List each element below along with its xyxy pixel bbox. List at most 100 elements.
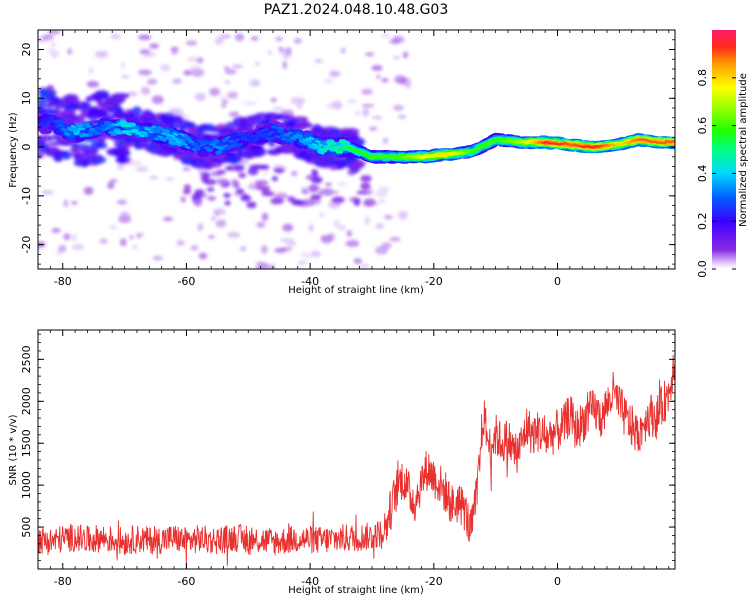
ridge-segment [309, 136, 315, 141]
noise-blob [139, 49, 151, 55]
cloud-blob [247, 167, 259, 176]
ridge-segment [188, 139, 194, 144]
cloud-blob [66, 94, 80, 105]
noise-blob [211, 217, 216, 221]
ridge-segment [244, 137, 250, 142]
cloud-blob [191, 194, 202, 200]
noise-blob [83, 186, 94, 196]
x-tick-label: -60 [177, 575, 195, 588]
noise-blob [41, 190, 54, 195]
y-tick-label: -10 [20, 187, 33, 205]
ridge-segment [169, 134, 176, 138]
cloud-blob [232, 164, 245, 172]
noise-blob [375, 246, 389, 255]
x-tick-label: -40 [301, 575, 319, 588]
cloud-blob [261, 191, 275, 197]
ridge-segment [293, 135, 299, 139]
noise-blob [255, 61, 260, 66]
noise-blob [129, 234, 134, 240]
noise-blob [338, 225, 346, 231]
noise-blob [197, 223, 204, 232]
snr-y-label: SNR (10 * v/v) [8, 414, 19, 485]
x-tick-label: -80 [54, 275, 72, 288]
noise-blob [346, 239, 360, 248]
ridge-segment [168, 140, 177, 146]
x-tick-label: 0 [554, 575, 561, 588]
ridge-segment [312, 142, 318, 147]
cloud-blob [39, 90, 55, 99]
noise-blob [172, 78, 182, 84]
ridge-segment [222, 144, 228, 148]
noise-blob [353, 258, 362, 264]
cloud-blob [87, 154, 104, 159]
noise-blob [56, 250, 62, 256]
noise-blob [71, 233, 77, 242]
cloud-blob [69, 147, 86, 152]
noise-blob [138, 34, 152, 41]
ridge-segment [277, 129, 285, 134]
ridge-segment [54, 123, 62, 129]
noise-blob [194, 92, 206, 102]
noise-blob [63, 233, 71, 241]
cloud-blob [247, 115, 261, 121]
noise-blob [346, 230, 352, 238]
noise-blob [58, 245, 67, 253]
cloud-blob [95, 91, 104, 102]
cloud-blob [291, 199, 305, 206]
noise-blob [214, 36, 224, 46]
noise-blob [166, 177, 174, 181]
noise-blob [109, 179, 119, 183]
noise-blob [47, 48, 55, 52]
noise-blob [381, 33, 390, 39]
ridge-segment [237, 142, 244, 146]
cloud-blob [224, 200, 231, 206]
cloud-blob [201, 164, 209, 170]
noise-blob [116, 162, 125, 171]
noise-blob [183, 70, 193, 76]
cloud-blob [311, 126, 326, 134]
noise-blob [227, 91, 239, 99]
ridge-segment [70, 124, 77, 129]
noise-blob [138, 69, 152, 76]
cloud-blob [345, 127, 360, 137]
noise-blob [293, 37, 302, 44]
noise-blob [364, 216, 371, 225]
noise-blob [268, 263, 276, 269]
ridge-segment [219, 146, 225, 151]
noise-blob [405, 84, 412, 89]
ridge-segment [228, 139, 234, 143]
cloud-blob [311, 169, 318, 175]
cloud-blob [38, 104, 46, 110]
noise-blob [320, 235, 325, 242]
noise-blob [329, 70, 341, 77]
noise-blob [116, 199, 127, 205]
ridge-segment [271, 125, 278, 129]
ridge-segment [182, 142, 188, 146]
cloud-blob [293, 122, 308, 131]
noise-blob [325, 182, 333, 187]
cloud-blob [240, 194, 252, 202]
noise-blob [361, 88, 373, 95]
noise-blob [234, 33, 245, 42]
cloud-blob [310, 176, 323, 184]
noise-blob [262, 171, 268, 176]
noise-blob [191, 68, 205, 77]
cloud-blob [301, 188, 309, 194]
noise-blob [171, 51, 178, 55]
noise-blob [274, 248, 287, 253]
noise-blob [323, 78, 333, 84]
ridge-segment [184, 136, 192, 142]
noise-blob [215, 219, 227, 228]
y-tick-label: -20 [20, 236, 33, 254]
noise-blob [146, 78, 158, 85]
cloud-blob [60, 109, 75, 116]
noise-blob [247, 183, 257, 190]
noise-blob [281, 49, 292, 59]
cloud-blob [207, 195, 217, 201]
ridge-segment [89, 127, 95, 131]
cloud-blob [115, 156, 130, 164]
y-tick-label: 2500 [20, 345, 33, 373]
ridge-segment [318, 143, 324, 147]
noise-blob [375, 223, 385, 229]
ridge-segment [221, 137, 229, 143]
